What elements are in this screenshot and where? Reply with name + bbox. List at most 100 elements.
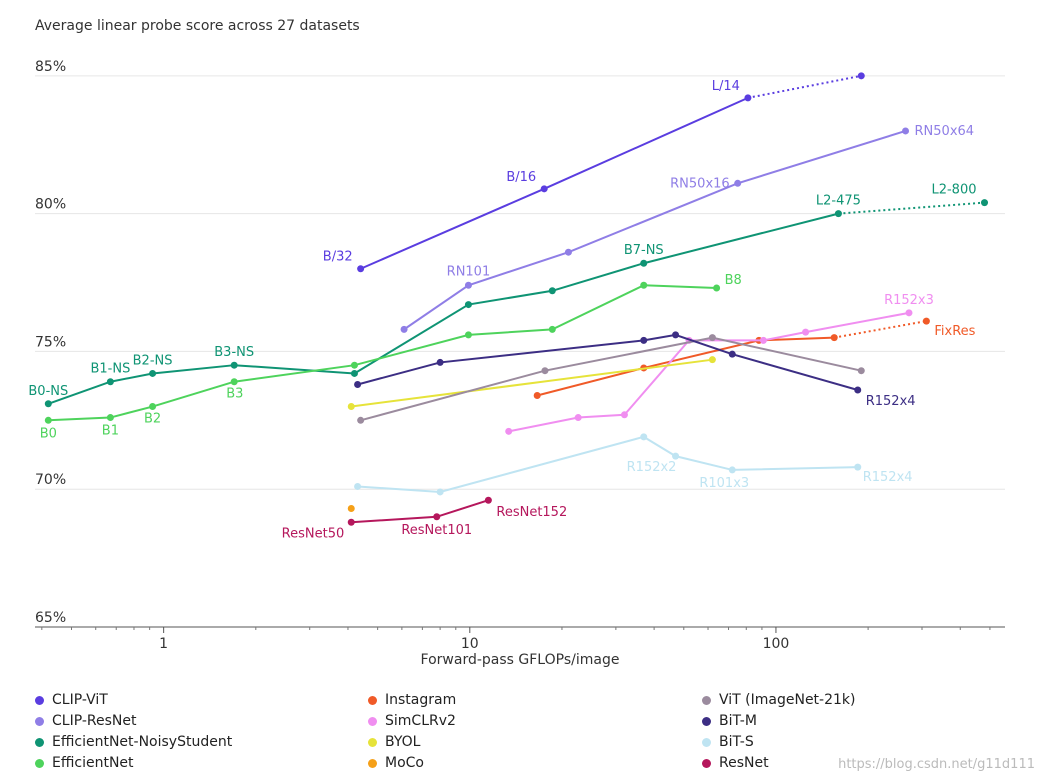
series-line xyxy=(47,212,839,405)
data-point xyxy=(357,416,365,424)
data-point xyxy=(464,301,472,309)
series-line xyxy=(351,358,713,408)
data-point xyxy=(672,452,680,460)
data-point xyxy=(734,179,742,187)
legend-label: ResNet xyxy=(719,755,769,771)
legend-marker xyxy=(368,695,377,705)
x-tick-label: 10 xyxy=(461,636,479,652)
data-label: L2-475 xyxy=(816,194,861,209)
data-point xyxy=(350,369,358,377)
data-point xyxy=(834,210,842,218)
legend-label: EfficientNet-NoisyStudent xyxy=(52,734,233,750)
data-point xyxy=(902,127,910,135)
legend-item: ViT (ImageNet-21k) xyxy=(702,692,855,708)
data-point xyxy=(347,403,355,411)
data-point xyxy=(708,334,716,342)
data-point xyxy=(533,392,541,400)
data-point xyxy=(981,199,989,207)
legend-marker xyxy=(368,758,377,768)
data-label: R152x2 xyxy=(627,460,677,475)
watermark: https://blog.csdn.net/g11d111 xyxy=(838,757,1035,772)
legend-label: CLIP-ResNet xyxy=(52,713,137,729)
data-point xyxy=(564,248,572,256)
data-point xyxy=(759,336,767,344)
data-label: RN50x16 xyxy=(670,176,730,191)
legend-item: EfficientNet xyxy=(35,755,134,771)
series-line xyxy=(357,333,859,391)
legend-item: EfficientNet-NoisyStudent xyxy=(35,734,232,750)
legend-item: BiT-S xyxy=(702,734,754,750)
data-point xyxy=(830,334,838,342)
data-point xyxy=(728,350,736,358)
data-label: RN50x64 xyxy=(915,124,975,139)
legend-item: CLIP-ResNet xyxy=(35,713,136,729)
data-label: FixRes xyxy=(934,324,975,339)
data-point xyxy=(436,488,444,496)
legend-label: Instagram xyxy=(385,692,457,708)
legend-item: ResNet xyxy=(702,755,769,771)
series-line xyxy=(351,499,489,524)
legend-marker xyxy=(35,716,44,726)
legend-marker xyxy=(702,737,711,747)
data-point xyxy=(230,378,238,386)
plot-area: 65% 70% 75% 80% 85% 1 10 100 Forward-pass GFLOPs… xyxy=(28,59,1005,668)
data-point xyxy=(548,325,556,333)
data-point xyxy=(640,433,648,441)
data-point xyxy=(347,518,355,526)
legend-label: MoCo xyxy=(385,755,424,771)
data-label: R101x3 xyxy=(699,476,749,491)
data-point xyxy=(354,482,362,490)
series-extension-line xyxy=(834,320,927,339)
legend-marker xyxy=(702,695,711,705)
data-point xyxy=(106,378,114,386)
legend-item: CLIP-ViT xyxy=(35,692,108,708)
data-point xyxy=(574,414,582,422)
data-label: B/32 xyxy=(323,250,353,265)
data-label: B2 xyxy=(144,412,161,427)
data-label: RN101 xyxy=(447,264,491,279)
data-label: B0-NS xyxy=(28,384,68,399)
data-point xyxy=(464,281,472,289)
legend-marker xyxy=(702,758,711,768)
data-point xyxy=(350,361,358,369)
y-tick-label: 70% xyxy=(35,472,66,488)
legend-label: BYOL xyxy=(385,734,421,750)
data-point xyxy=(922,317,930,325)
legend-item: BYOL xyxy=(368,734,420,750)
data-point xyxy=(541,367,549,375)
series-line xyxy=(357,435,858,493)
data-point xyxy=(354,380,362,388)
data-point xyxy=(464,331,472,339)
data-point xyxy=(640,336,648,344)
x-tick-label: 1 xyxy=(159,636,168,652)
data-point xyxy=(44,400,52,408)
data-label: R152x4 xyxy=(863,470,913,485)
data-point xyxy=(620,411,628,419)
data-point xyxy=(857,367,865,375)
legend-marker xyxy=(35,695,44,705)
data-label: R152x3 xyxy=(884,293,934,308)
data-point xyxy=(436,358,444,366)
data-point xyxy=(744,94,752,102)
legend-label: BiT-M xyxy=(719,713,757,729)
data-point xyxy=(505,427,513,435)
data-label: ResNet152 xyxy=(496,505,567,520)
data-point xyxy=(640,259,648,267)
data-point xyxy=(149,369,157,377)
legend-label: ViT (ImageNet-21k) xyxy=(719,692,856,708)
y-tick-label: 85% xyxy=(35,59,66,75)
data-label: B0 xyxy=(40,426,57,441)
data-point xyxy=(357,265,365,273)
legend-label: CLIP-ViT xyxy=(52,692,108,708)
data-point xyxy=(433,513,441,521)
x-axis-label: Forward-pass GFLOPs/image xyxy=(421,652,620,668)
series-extension-line xyxy=(747,74,862,99)
data-point xyxy=(708,356,716,364)
data-point xyxy=(854,386,862,394)
data-label: L2-800 xyxy=(931,183,976,198)
data-point xyxy=(44,416,52,424)
series-line xyxy=(536,336,835,397)
data-point xyxy=(400,325,408,333)
y-tick-label: 65% xyxy=(35,610,66,626)
data-point xyxy=(713,284,721,292)
